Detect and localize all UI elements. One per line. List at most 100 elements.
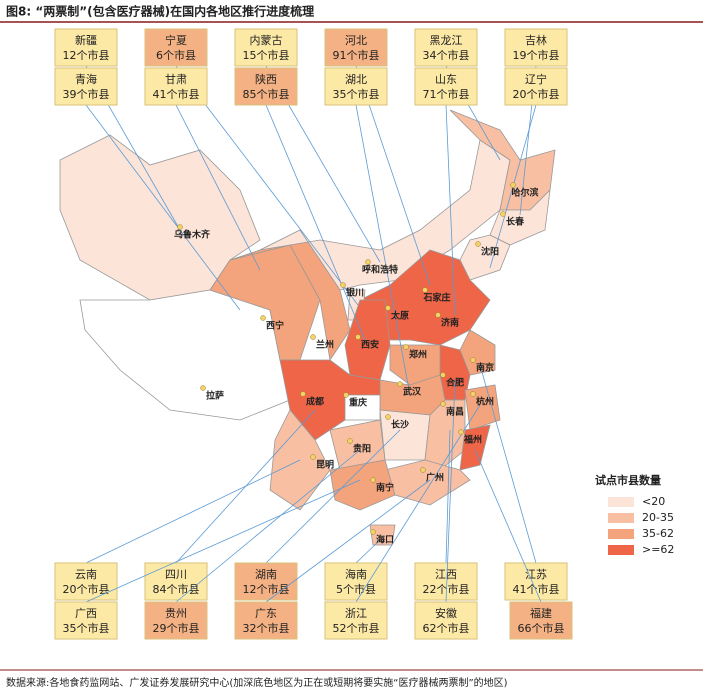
city-label: 重庆 (349, 397, 367, 409)
province-count: 5个市县 (336, 582, 376, 596)
province-count: 15个市县 (243, 48, 290, 62)
city-label: 昆明 (316, 460, 334, 471)
city-label: 西安 (361, 339, 379, 351)
province-name: 山东 (435, 73, 457, 86)
province-box (504, 67, 568, 106)
province-count: 39个市县 (63, 87, 110, 101)
city-label: 沈阳 (481, 246, 499, 258)
province-box (54, 67, 118, 106)
province-box (54, 562, 118, 601)
legend-label: >=62 (642, 543, 674, 556)
city-label: 济南 (441, 317, 459, 329)
leader-line (85, 104, 241, 311)
province-box (144, 67, 208, 106)
leader-line (175, 65, 359, 306)
province-count: 6个市县 (156, 48, 196, 62)
city-label: 石家庄 (422, 292, 450, 304)
city-label: 呼和浩特 (362, 264, 398, 276)
province-box (504, 28, 568, 67)
province-count: 71个市县 (423, 87, 470, 101)
province-box (324, 28, 388, 67)
city-dot (510, 182, 516, 188)
province-name: 河北 (345, 34, 367, 47)
province-name: 甘肃 (165, 73, 187, 86)
province-name: 江西 (435, 568, 457, 581)
city-label: 海口 (376, 534, 394, 546)
province-name: 湖北 (345, 73, 367, 86)
city-dot (440, 401, 446, 407)
figure-title: 图8: “两票制”(包含医疗器械)在国内各地区推行进度梳理 (6, 4, 314, 19)
leader-line (265, 104, 366, 341)
province-name: 云南 (75, 568, 97, 581)
province-box (54, 28, 118, 67)
leader-line (355, 539, 381, 564)
province-name: 海南 (345, 567, 367, 581)
legend-swatch (608, 529, 634, 539)
city-dot (365, 259, 371, 265)
city-dot (310, 334, 316, 340)
leader-line (445, 429, 451, 564)
city-label: 南昌 (446, 406, 464, 418)
leader-line (85, 479, 361, 603)
province-count: 22个市县 (423, 582, 470, 596)
leader-line (479, 364, 537, 564)
city-dot (343, 392, 349, 398)
province-box (324, 601, 388, 640)
legend-swatch (608, 497, 634, 507)
legend-swatch (608, 513, 634, 523)
city-label: 太原 (390, 310, 409, 322)
city-dot (347, 438, 353, 444)
city-label: 福州 (463, 434, 482, 446)
leader-line (474, 449, 542, 603)
province-count: 32个市县 (243, 621, 290, 635)
province-name: 四川 (165, 568, 187, 581)
leader-line (175, 104, 261, 271)
leader-line (265, 429, 401, 564)
province-count: 66个市县 (518, 621, 565, 635)
city-label: 长春 (506, 216, 525, 228)
province-name: 浙江 (345, 607, 367, 620)
map (59, 109, 556, 546)
province-box (414, 67, 478, 106)
city-label: 乌鲁木齐 (174, 229, 211, 241)
province-name: 内蒙古 (250, 33, 283, 47)
city-dot (355, 334, 361, 340)
province-name: 广西 (75, 607, 97, 620)
province-count: 20个市县 (513, 87, 560, 101)
city-dot (370, 529, 376, 535)
city-dot (458, 429, 464, 435)
leader-line (445, 379, 456, 603)
city-dot (470, 357, 476, 363)
province-box (324, 67, 388, 106)
leader-line (265, 479, 431, 603)
legend-label: 20-35 (642, 511, 674, 524)
city-label: 合肥 (446, 377, 464, 389)
leader-line (175, 449, 361, 603)
city-dot (340, 282, 346, 288)
city-dot (440, 372, 446, 378)
province-count: 41个市县 (513, 582, 560, 596)
province-box (509, 601, 573, 640)
legend-label: <20 (642, 495, 665, 508)
province-box (54, 601, 118, 640)
province-name: 陕西 (255, 72, 277, 86)
city-dot (475, 241, 481, 247)
province-box (414, 28, 478, 67)
city-dot (435, 312, 441, 318)
province-count: 29个市县 (153, 621, 200, 635)
province-count: 12个市县 (63, 48, 110, 62)
province-name: 辽宁 (525, 72, 547, 86)
province-count: 20个市县 (63, 582, 110, 596)
city-label: 广州 (426, 472, 444, 484)
province-name: 宁夏 (165, 33, 187, 47)
province-box (144, 28, 208, 67)
city-dot (385, 305, 391, 311)
city-dot (177, 224, 183, 230)
province-name: 广东 (255, 607, 277, 620)
city-label: 兰州 (316, 339, 334, 351)
legend-title: 试点市县数量 (595, 473, 661, 487)
province-name: 青海 (75, 72, 97, 86)
province-name: 安徽 (435, 606, 457, 620)
legend-label: 35-62 (642, 527, 674, 540)
province-name: 吉林 (525, 33, 547, 47)
